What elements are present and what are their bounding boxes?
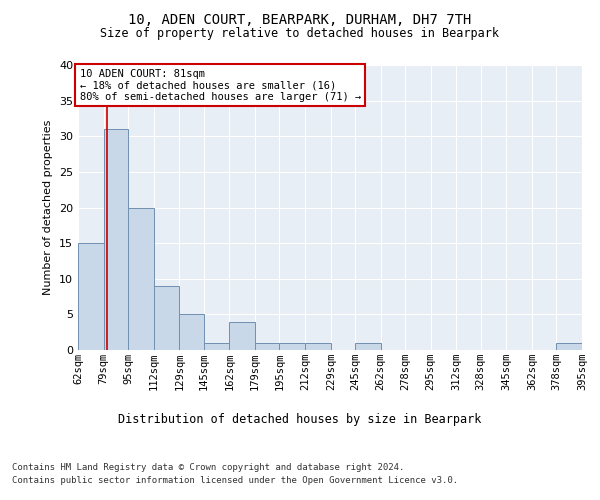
Bar [255, 343, 279, 350]
Bar [78, 243, 104, 350]
Text: Contains HM Land Registry data © Crown copyright and database right 2024.: Contains HM Land Registry data © Crown c… [12, 462, 404, 471]
Bar [305, 343, 331, 350]
Y-axis label: Number of detached properties: Number of detached properties [43, 120, 53, 295]
Bar [279, 343, 305, 350]
Bar [203, 343, 229, 350]
Text: Size of property relative to detached houses in Bearpark: Size of property relative to detached ho… [101, 28, 499, 40]
Bar [556, 343, 582, 350]
Bar [154, 286, 179, 350]
Bar [179, 314, 203, 350]
Bar [229, 322, 255, 350]
Text: Contains public sector information licensed under the Open Government Licence v3: Contains public sector information licen… [12, 476, 458, 485]
Text: 10, ADEN COURT, BEARPARK, DURHAM, DH7 7TH: 10, ADEN COURT, BEARPARK, DURHAM, DH7 7T… [128, 12, 472, 26]
Bar [355, 343, 381, 350]
Bar [128, 208, 154, 350]
Text: 10 ADEN COURT: 81sqm
← 18% of detached houses are smaller (16)
80% of semi-detac: 10 ADEN COURT: 81sqm ← 18% of detached h… [80, 68, 361, 102]
Bar [104, 129, 128, 350]
Text: Distribution of detached houses by size in Bearpark: Distribution of detached houses by size … [118, 412, 482, 426]
